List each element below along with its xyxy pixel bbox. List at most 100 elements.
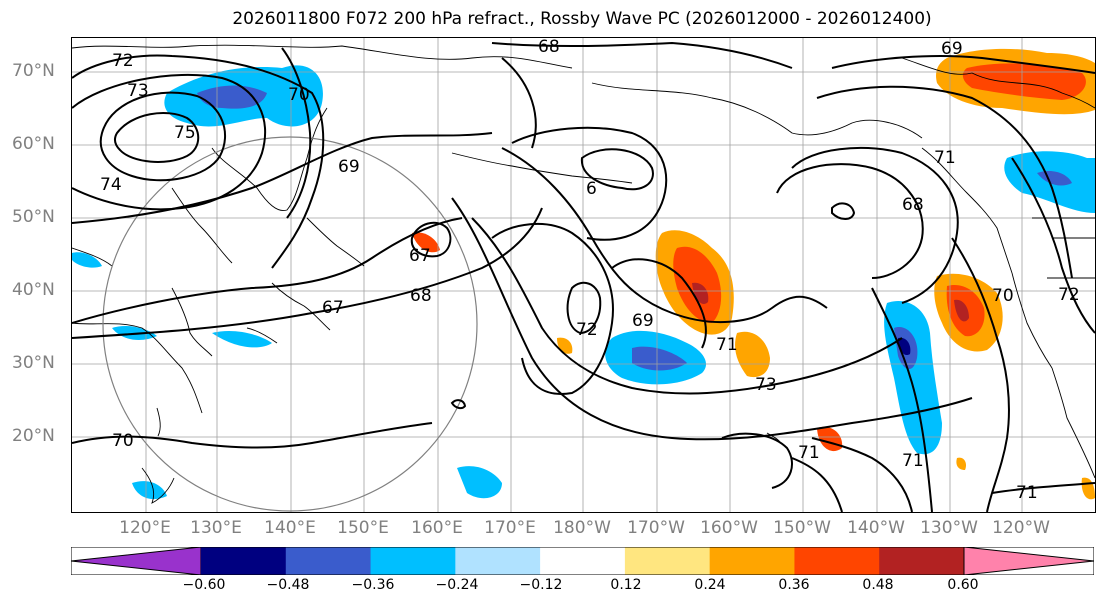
contour-long-1 xyxy=(471,217,903,395)
colorbar-segments xyxy=(71,547,1094,575)
colorbar-segment xyxy=(879,547,965,575)
contour-label: 68 xyxy=(902,195,924,215)
contour-67-west xyxy=(72,217,463,324)
shade-pos-small-2 xyxy=(817,426,843,452)
coast-alaska xyxy=(591,82,923,139)
lon-label-140e: 140°E xyxy=(264,518,316,538)
map-canvas: 72 73 74 75 70 69 68 67 67 68 6 69 71 68… xyxy=(72,38,1095,512)
colorbar-tick-label: −0.60 xyxy=(182,577,226,593)
contour-bottom-loop xyxy=(721,432,793,489)
contour-71-far-se xyxy=(991,482,1095,494)
colorbar-segment xyxy=(285,547,372,575)
colorbar-segment xyxy=(455,547,541,575)
colorbar-tick-label: 0.24 xyxy=(694,577,726,593)
lon-label-160e: 160°E xyxy=(411,518,463,538)
graticule xyxy=(72,38,1095,512)
contour-label: 72 xyxy=(112,51,134,71)
contour-68-mid xyxy=(72,207,543,339)
colorbar-segment xyxy=(794,547,880,575)
contour-6 xyxy=(580,148,654,191)
shade-pos-small-3 xyxy=(557,337,573,354)
lon-label-150w: 150°W xyxy=(773,518,831,538)
contour-high-inner xyxy=(831,202,856,220)
contour-label: 71 xyxy=(934,148,956,168)
contour-70-sw xyxy=(72,422,433,449)
contour-68-north xyxy=(491,41,793,69)
colorbar-tick-label: 0.36 xyxy=(778,577,810,593)
shade-pos-california-deep xyxy=(954,299,969,322)
colorbar-segment xyxy=(709,547,795,575)
contour-label: 70 xyxy=(112,431,134,451)
contour-small-loop xyxy=(450,399,467,410)
lat-label-70n: 70°N xyxy=(12,61,55,81)
contour-70 xyxy=(281,47,312,219)
colorbar-tick-label: −0.48 xyxy=(266,577,310,593)
contour-trough-east xyxy=(871,287,933,512)
contour-label: 73 xyxy=(127,81,149,101)
contour-label: 72 xyxy=(576,320,598,340)
lat-label-40n: 40°N xyxy=(12,280,55,300)
coast-kurils xyxy=(306,217,365,267)
lon-label-140w: 140°W xyxy=(847,518,905,538)
coast-usa-west xyxy=(1011,272,1053,369)
contour-69-mid xyxy=(611,258,707,349)
shade-neg-eastpac xyxy=(884,301,942,455)
contour-label: 67 xyxy=(322,298,344,318)
contour-71-arc xyxy=(816,85,1073,279)
contour-long-2 xyxy=(451,197,973,441)
colorbar-tick-label: −0.12 xyxy=(519,577,563,593)
contour-label: 71 xyxy=(716,335,738,355)
lon-label-130e: 130°E xyxy=(190,518,242,538)
contour-label: 71 xyxy=(902,451,924,471)
contour-low-mid xyxy=(99,91,227,182)
map-panel: 72 73 74 75 70 69 68 67 67 68 6 69 71 68… xyxy=(71,37,1096,513)
contour-69 xyxy=(72,132,493,224)
contour-69-northeast xyxy=(831,55,1095,74)
shade-neg-sw xyxy=(132,481,167,500)
contour-label: 71 xyxy=(798,443,820,463)
contour-label: 67 xyxy=(409,246,431,266)
contour-north-arc xyxy=(501,57,537,149)
contour-low-outer xyxy=(72,73,267,211)
coast-aleutians xyxy=(451,152,633,184)
colorbar-segment xyxy=(624,547,711,575)
coast-siberia-north xyxy=(72,44,573,69)
shade-pos-canada-core xyxy=(962,63,1086,100)
map-title: 2026011800 F072 200 hPa refract., Rossby… xyxy=(232,9,932,29)
coast-philippines xyxy=(141,467,175,504)
shade-pos-small-1 xyxy=(412,232,440,253)
shade-neg-south xyxy=(457,466,502,499)
shade-pos-small-5 xyxy=(956,457,967,470)
coast-kamchatka xyxy=(211,107,328,211)
colorbar-segment xyxy=(370,547,456,575)
contour-high-71 xyxy=(791,147,959,304)
contour-ridge-west xyxy=(951,237,1010,512)
colorbar-extend-low xyxy=(71,547,202,575)
shade-neg-china xyxy=(212,331,272,348)
contour-70-se xyxy=(791,457,843,512)
contour-label: 71 xyxy=(1016,483,1038,503)
contour-label: 68 xyxy=(538,38,560,57)
coast-korea xyxy=(171,287,213,357)
shade-neg-midpac-core xyxy=(632,346,687,371)
contour-label: 72 xyxy=(1058,285,1080,305)
coast-taiwan xyxy=(156,407,161,437)
colorbar-tick-label: 0.48 xyxy=(862,577,894,593)
colorbar-tick-label: −0.24 xyxy=(435,577,479,593)
colorbar-tick-label: 0.60 xyxy=(947,577,979,593)
coast-mexico xyxy=(1051,367,1095,479)
lat-label-60n: 60°N xyxy=(12,134,55,154)
shade-pos-small-4 xyxy=(1081,477,1095,500)
coast-bc xyxy=(921,147,1013,274)
contour-label: 68 xyxy=(410,286,432,306)
coast-okhotsk xyxy=(171,187,233,264)
colorbar-tick-label: −0.36 xyxy=(351,577,395,593)
lon-label-120w: 120°W xyxy=(992,518,1050,538)
contour-ring-67 xyxy=(410,221,452,258)
contour-lines xyxy=(72,41,1095,512)
lon-label-170w: 170°W xyxy=(627,518,685,538)
contour-long-3 xyxy=(501,147,828,323)
colorbar-extend-high xyxy=(963,547,1094,575)
colorbar-tick-label: 0.12 xyxy=(610,577,642,593)
contour-72-loop xyxy=(566,281,602,335)
